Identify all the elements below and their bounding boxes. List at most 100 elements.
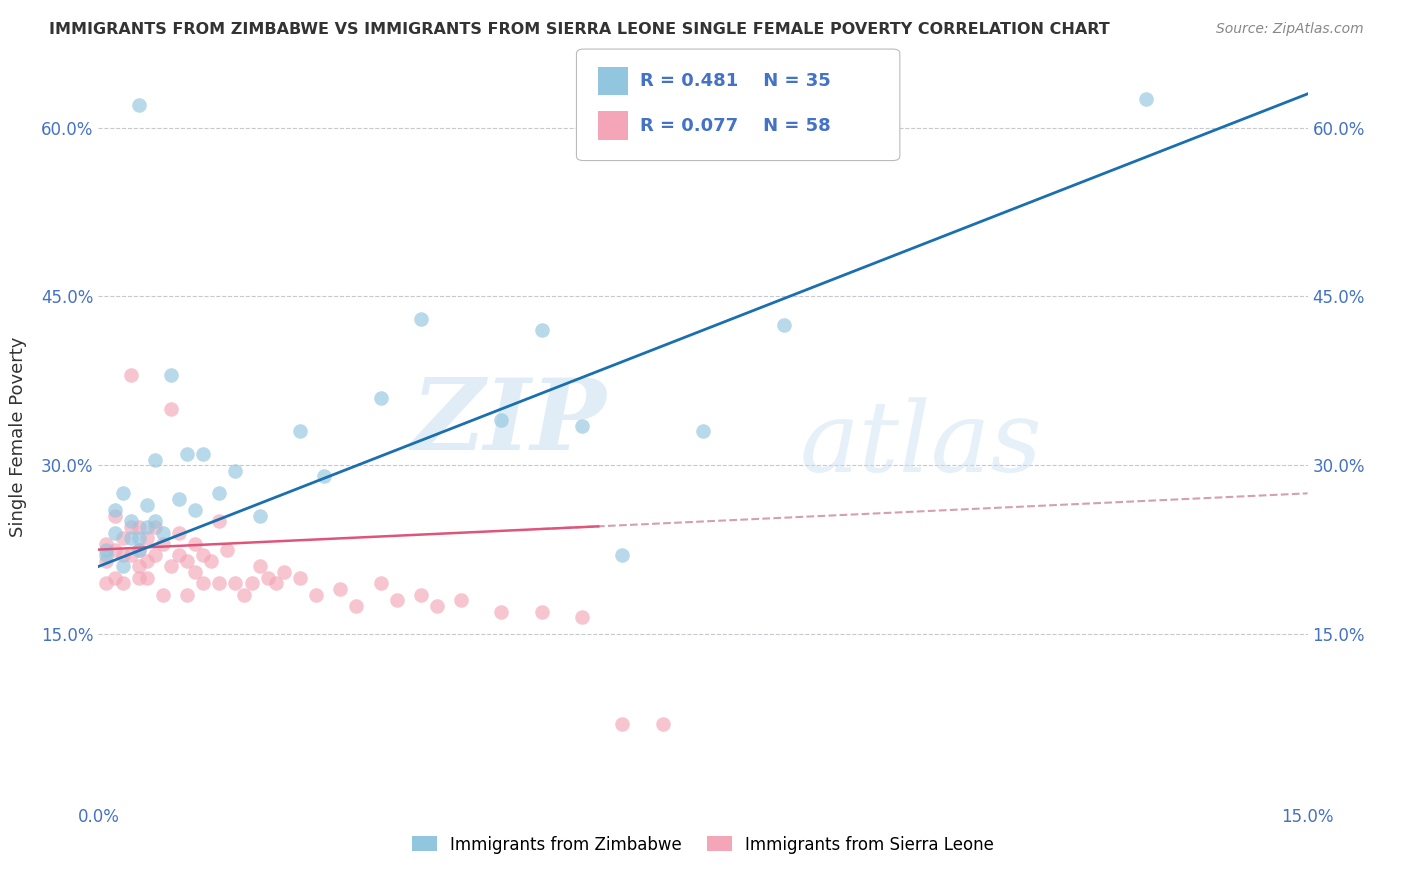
Point <box>184 537 207 551</box>
Point <box>160 368 183 383</box>
Point <box>450 593 472 607</box>
Point <box>128 542 150 557</box>
Point <box>111 559 134 574</box>
Point <box>96 542 118 557</box>
Point <box>143 515 166 529</box>
Point <box>96 576 118 591</box>
Point <box>193 447 215 461</box>
Point <box>135 554 157 568</box>
Point <box>249 559 271 574</box>
Point <box>176 588 198 602</box>
Point <box>612 548 634 562</box>
Legend: Immigrants from Zimbabwe, Immigrants from Sierra Leone: Immigrants from Zimbabwe, Immigrants fro… <box>405 829 1001 860</box>
Point <box>249 508 271 523</box>
Point <box>111 576 134 591</box>
Point <box>128 520 150 534</box>
Point <box>120 515 142 529</box>
Point <box>772 318 794 332</box>
Point <box>224 464 246 478</box>
Point <box>103 571 125 585</box>
Point <box>1135 93 1157 107</box>
Y-axis label: Single Female Poverty: Single Female Poverty <box>10 337 27 537</box>
Point <box>692 425 714 439</box>
Point <box>240 576 263 591</box>
Point <box>370 391 392 405</box>
Point <box>571 418 593 433</box>
Point <box>135 571 157 585</box>
Point <box>103 503 125 517</box>
Point <box>135 532 157 546</box>
Point <box>491 413 513 427</box>
Point <box>184 565 207 579</box>
Point <box>208 576 231 591</box>
Point <box>128 532 150 546</box>
Point <box>103 508 125 523</box>
Point <box>167 491 190 506</box>
Point <box>385 593 408 607</box>
Point <box>571 610 593 624</box>
Point <box>120 368 142 383</box>
Point <box>344 599 367 613</box>
Point <box>232 588 254 602</box>
Point <box>184 503 207 517</box>
Point <box>152 537 174 551</box>
Point <box>264 576 287 591</box>
Point <box>160 559 183 574</box>
Point <box>176 554 198 568</box>
Point <box>143 548 166 562</box>
Point <box>409 312 432 326</box>
Point <box>111 548 134 562</box>
Point <box>128 571 150 585</box>
Point <box>409 588 432 602</box>
Point <box>135 498 157 512</box>
Point <box>176 447 198 461</box>
Point <box>288 425 311 439</box>
Point <box>143 452 166 467</box>
Text: ZIP: ZIP <box>412 375 606 471</box>
Text: R = 0.481    N = 35: R = 0.481 N = 35 <box>640 72 831 90</box>
Point <box>96 554 118 568</box>
Point <box>200 554 222 568</box>
Point <box>111 486 134 500</box>
Point <box>530 323 553 337</box>
Point <box>167 525 190 540</box>
Point <box>128 559 150 574</box>
Point <box>612 717 634 731</box>
Point <box>96 537 118 551</box>
Point <box>128 542 150 557</box>
Point <box>120 532 142 546</box>
Point <box>208 486 231 500</box>
Point <box>135 520 157 534</box>
Text: atlas: atlas <box>800 397 1042 492</box>
Point <box>103 525 125 540</box>
Point <box>273 565 295 579</box>
Text: IMMIGRANTS FROM ZIMBABWE VS IMMIGRANTS FROM SIERRA LEONE SINGLE FEMALE POVERTY C: IMMIGRANTS FROM ZIMBABWE VS IMMIGRANTS F… <box>49 22 1109 37</box>
Point <box>651 717 673 731</box>
Point <box>224 576 246 591</box>
Point <box>256 571 278 585</box>
Point <box>120 548 142 562</box>
Point <box>160 401 183 416</box>
Point <box>152 525 174 540</box>
Point <box>329 582 352 596</box>
Point <box>193 548 215 562</box>
Point <box>167 548 190 562</box>
Text: Source: ZipAtlas.com: Source: ZipAtlas.com <box>1216 22 1364 37</box>
Point <box>288 571 311 585</box>
Point <box>530 605 553 619</box>
Point <box>217 542 239 557</box>
Point <box>120 520 142 534</box>
Point <box>128 98 150 112</box>
Point <box>103 542 125 557</box>
Point <box>143 520 166 534</box>
Point <box>491 605 513 619</box>
Point <box>152 588 174 602</box>
Point <box>314 469 336 483</box>
Point <box>426 599 449 613</box>
Point <box>193 576 215 591</box>
Point <box>111 532 134 546</box>
Point <box>96 548 118 562</box>
Text: R = 0.077    N = 58: R = 0.077 N = 58 <box>640 117 831 135</box>
Point <box>208 515 231 529</box>
Point <box>305 588 328 602</box>
